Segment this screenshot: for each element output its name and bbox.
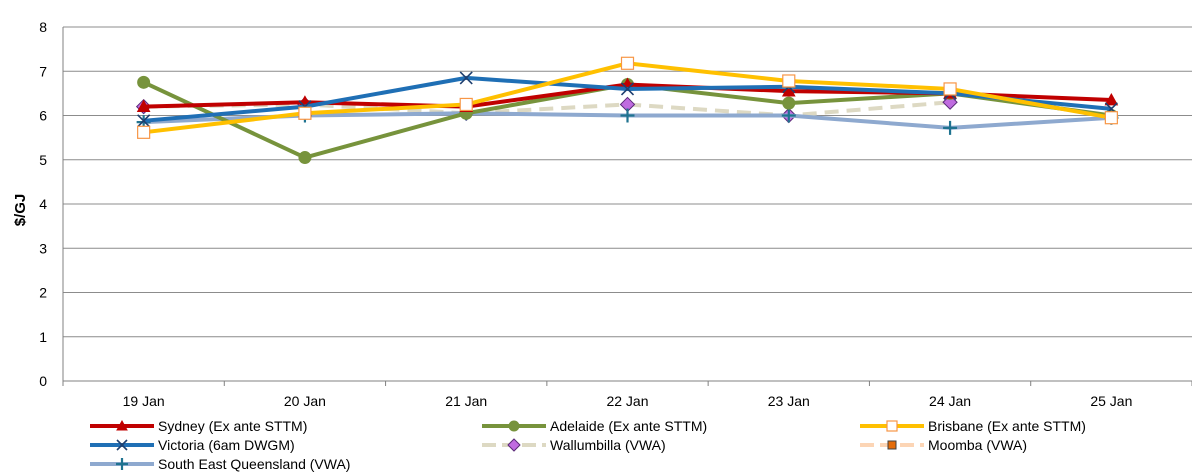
triangle-marker [1104,92,1119,106]
legend-label: Adelaide (Ex ante STTM) [550,418,707,434]
triangle-marker [116,419,128,431]
y-tick-label: 1 [39,329,47,345]
y-tick-label: 4 [39,196,47,212]
x-marker [116,439,128,451]
triangle-marker [136,99,151,112]
circle-marker [782,96,796,110]
y-tick-label: 8 [39,19,47,35]
square-marker [1104,111,1118,125]
legend-item: Brisbane (Ex ante STTM) [860,418,1086,434]
diamond-marker [507,438,521,452]
legend-label: Moomba (VWA) [928,437,1027,453]
legend-item: Victoria (6am DWGM) [90,437,295,453]
legend-label: South East Queensland (VWA) [158,456,350,472]
series-layer [135,56,1119,165]
y-tick-label: 3 [39,240,47,256]
x-tick-label: 21 Jan [445,393,487,409]
x-tick-label: 25 Jan [1090,393,1132,409]
square-marker [886,420,898,432]
legend-label: Sydney (Ex ante STTM) [158,418,307,434]
x-marker [459,71,473,85]
legend-label: Victoria (6am DWGM) [158,437,295,453]
square-marker [620,56,635,70]
square-marker [137,125,151,139]
y-tick-label: 5 [39,152,47,168]
circle-marker [298,151,312,165]
legend-item: South East Queensland (VWA) [90,456,350,472]
y-axis-ticks: 0 1 2 3 4 5 6 7 8 [39,19,47,389]
series-6 [136,106,1119,135]
x-axis-ticks: 19 Jan 20 Jan 21 Jan 22 Jan 23 Jan 24 Jan 25 J… [62,381,1192,409]
x-tick-label: 24 Jan [929,393,971,409]
x-tick-label: 19 Jan [123,393,165,409]
x-tick-label: 20 Jan [284,393,326,409]
legend-item: Moomba (VWA) [860,437,1027,453]
y-tick-label: 6 [39,108,47,124]
legend-item: Wallumbilla (VWA) [482,437,666,453]
y-tick-label: 0 [39,373,47,389]
square-marker [459,97,473,112]
x-marker [137,114,151,128]
legend: Sydney (Ex ante STTM) Adelaide (Ex ante S… [90,418,1086,472]
square-marker [943,82,957,96]
circle-marker [508,420,520,432]
y-axis-label: $/GJ [12,194,29,227]
plus-marker [943,120,958,135]
x-tick-label: 23 Jan [768,393,810,409]
square-marker [782,74,796,88]
legend-item: Adelaide (Ex ante STTM) [482,418,707,434]
legend-label: Brisbane (Ex ante STTM) [928,418,1086,434]
legend-item: Sydney (Ex ante STTM) [90,418,307,434]
square-marker [298,106,312,120]
plus-marker [116,458,128,470]
x-marker [620,82,635,96]
plus-marker [620,108,635,123]
grid-lines [62,26,1192,382]
y-tick-label: 7 [39,63,47,79]
y-tick-label: 2 [39,285,47,301]
square-marker [887,440,897,450]
plus-marker [781,108,796,123]
series-2 [137,56,1118,139]
legend-label: Wallumbilla (VWA) [550,437,666,453]
circle-marker [137,75,151,89]
x-tick-label: 22 Jan [606,393,648,409]
